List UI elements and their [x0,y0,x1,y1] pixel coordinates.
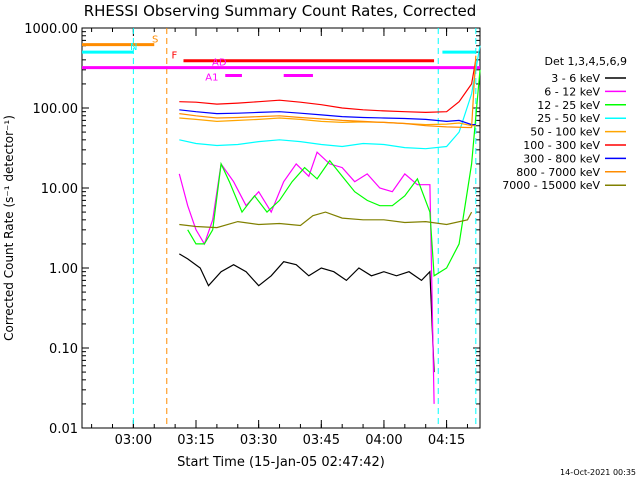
series-line-50-100-kev [179,117,476,127]
flag-label-n: N [130,42,137,53]
legend-title: Det 1,3,4,5,6,9 [544,55,627,68]
series-line-25-50-kev [179,45,481,150]
y-tick-label: 0.10 [49,342,78,357]
x-axis-label: Start Time (15-Jan-05 02:47:42) [177,455,385,470]
flag-label-a1: A1 [205,72,218,83]
y-axis-label: Corrected Count Rate (s⁻¹ detector⁻¹) [2,115,16,341]
series-line-100-300-kev [179,59,477,114]
y-tick-label: 100.00 [33,102,79,117]
legend-label: 25 - 50 keV [537,112,600,125]
y-tick-label: 10.00 [41,182,78,197]
legend-label: 7000 - 15000 keV [502,179,600,192]
flag-label-s: S [152,35,158,46]
series-line-7000-15000-kev [179,211,473,229]
series-line-3-6-kev [178,253,435,373]
plot-frame [81,27,481,429]
legend-label: 300 - 800 keV [523,152,600,165]
x-tick-label: 03:30 [240,433,277,448]
x-tick-label: 03:45 [303,433,340,448]
plot-area: 0.01 0.10 1.00 10.00 100.00 1000.00 03:00 03:15… [24,22,481,448]
y-tick-label: 0.01 [49,422,78,437]
chart-title: RHESSI Observing Summary Count Rates, Co… [84,2,477,20]
legend-label: 6 - 12 keV [544,85,600,98]
flag-label-f: F [171,51,177,62]
footer-timestamp: 14-Oct-2021 00:35 [560,468,636,477]
legend-label: 50 - 100 keV [530,126,600,139]
series-line-12-25-kev [187,69,481,277]
legend-label: 12 - 25 keV [537,99,600,112]
y-tick-label: 1.00 [49,262,78,277]
y-tick-label: 1000.00 [24,22,78,37]
legend-label: 800 - 7000 keV [516,166,600,179]
x-tick-label: 03:00 [115,433,152,448]
x-tick-label: 04:15 [428,433,465,448]
series-line-300-800-kev [179,109,476,126]
x-tick-label: 03:15 [177,433,214,448]
x-tick-label: 04:00 [365,433,402,448]
legend-label: 3 - 6 keV [551,72,600,85]
series-line-800-7000-kev [179,55,477,129]
legend-label: 100 - 300 keV [523,139,600,152]
flag-label-ad: AD [212,58,227,69]
